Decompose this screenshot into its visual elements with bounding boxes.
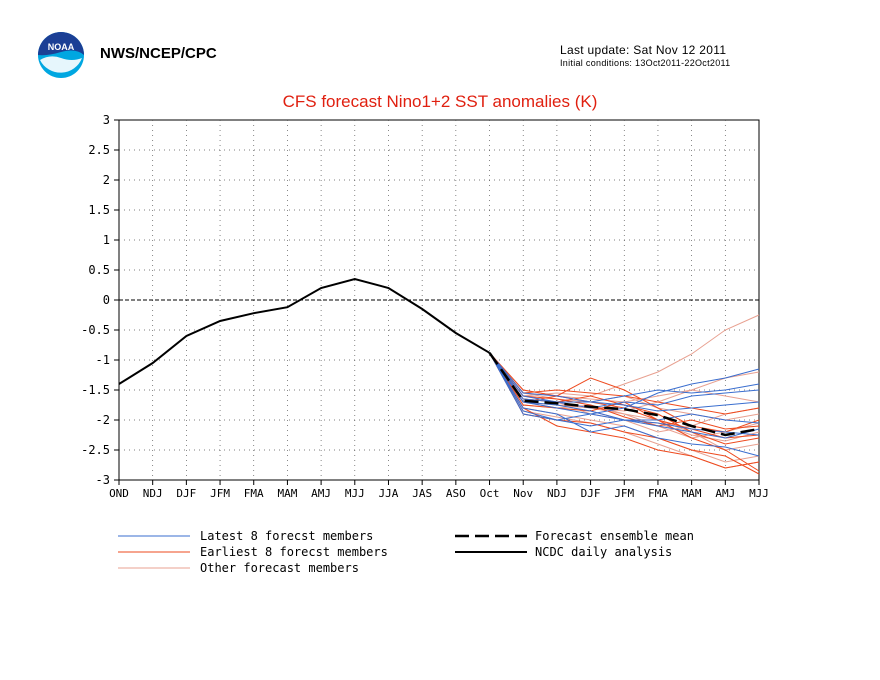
x-tick-label: NDJ [143,487,163,500]
series-group [118,277,760,475]
x-tick-label: NDJ [547,487,567,500]
x-tick-label: FMA [648,487,668,500]
ensemble-mean-line [488,352,760,437]
x-tick-label: JAS [412,487,432,500]
legend-analysis-label: NCDC daily analysis [535,545,672,559]
legend: Latest 8 forecst members Earliest 8 fore… [118,529,694,575]
x-tick-label: MJJ [345,487,365,500]
x-tick-label: OND [109,487,129,500]
earliest-member-line [489,352,760,430]
x-tick-label: AMJ [715,487,735,500]
x-tick-label: Oct [480,487,500,500]
logo-text: NOAA [48,42,75,52]
latest-member-line [489,352,760,457]
x-tick-label: DJF [176,487,196,500]
y-tick-label: 3 [103,113,110,127]
y-tick-label: 0 [103,293,110,307]
analysis-line [118,277,491,385]
x-tick-label: FMA [244,487,264,500]
x-tick-label: MAM [277,487,297,500]
legend-mean-label: Forecast ensemble mean [535,529,694,543]
x-tick-label: AMJ [311,487,331,500]
last-update: Last update: Sat Nov 12 2011 [560,43,727,57]
legend-earliest-label: Earliest 8 forecst members [200,545,388,559]
y-tick-label: -0.5 [81,323,110,337]
latest-member-line [489,352,760,409]
x-tick-label: MJJ [749,487,769,500]
chart-title: CFS forecast Nino1+2 SST anomalies (K) [283,92,598,111]
x-tick-label: ASO [446,487,466,500]
x-tick-label: JFM [614,487,634,500]
y-tick-label: -1 [96,353,110,367]
legend-other-label: Other forecast members [200,561,359,575]
legend-latest-label: Latest 8 forecst members [200,529,373,543]
initial-conditions: Initial conditions: 13Oct2011-22Oct2011 [560,58,731,68]
y-axis: 3 2.5 2 1.5 1 0.5 0 -0.5 -1 -1.5 -2 -2.5 -3 [81,113,119,487]
latest-member-line [489,352,760,403]
latest-member-line [489,352,760,412]
y-tick-label: 2.5 [88,143,110,157]
y-tick-label: -2 [96,413,110,427]
y-tick-label: -3 [96,473,110,487]
x-tick-label: DJF [581,487,601,500]
x-tick-label: JFM [210,487,230,500]
y-tick-label: 1 [103,233,110,247]
noaa-logo: NOAA [36,30,86,84]
y-tick-label: -2.5 [81,443,110,457]
x-axis: OND NDJ DJF JFM FMA MAM AMJ MJJ JJA JAS ASO Oct Nov N… [109,480,769,500]
x-tick-label: Nov [513,487,533,500]
y-tick-label: -1.5 [81,383,110,397]
x-tick-label: JJA [379,487,399,500]
y-tick-label: 1.5 [88,203,110,217]
x-tick-label: MAM [682,487,702,500]
latest-member-line [489,352,760,424]
y-tick-label: 2 [103,173,110,187]
agency-label: NWS/NCEP/CPC [100,45,217,62]
y-tick-label: 0.5 [88,263,110,277]
